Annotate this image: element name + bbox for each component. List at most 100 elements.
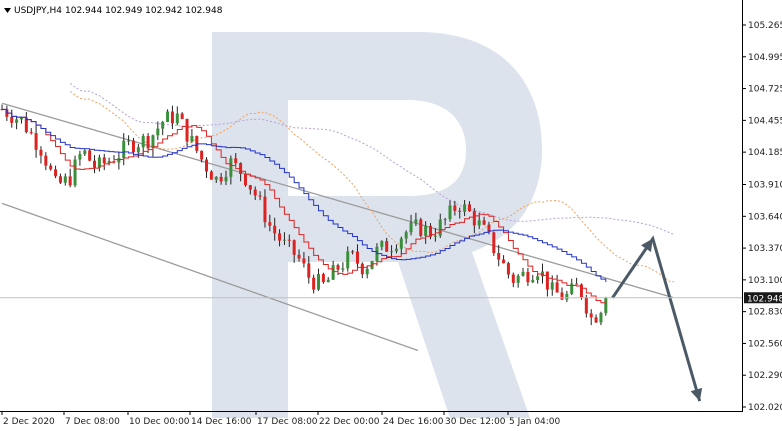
time-tick-label: 7 Dec 08:00	[65, 417, 120, 427]
candle-up	[15, 119, 19, 123]
candle-up	[365, 268, 369, 275]
ohlc-values: 102.944 102.949 102.942 102.948	[65, 6, 223, 16]
time-tick-label: 22 Dec 00:00	[319, 417, 380, 427]
candle-up	[229, 158, 233, 177]
candle-up	[282, 239, 286, 241]
candle-down	[205, 159, 209, 172]
candle-down	[487, 224, 491, 233]
candle-up	[390, 251, 394, 253]
candle-down	[44, 155, 48, 166]
candle-down	[594, 317, 598, 323]
candle-up	[117, 158, 121, 163]
price-tick-label: 102.560	[748, 339, 782, 349]
candle-up	[83, 150, 87, 155]
candle-down	[555, 282, 559, 293]
candle-down	[102, 157, 106, 164]
time-tick-label: 2 Dec 2020	[3, 417, 55, 427]
candle-up	[331, 265, 335, 280]
candle-up	[536, 276, 540, 281]
candle-up	[448, 205, 452, 219]
collapse-triangle-icon[interactable]	[4, 8, 11, 13]
candle-down	[58, 176, 62, 183]
candle-down	[497, 252, 501, 260]
candle-up	[414, 219, 418, 223]
candle-down	[68, 176, 72, 186]
candle-down	[584, 297, 588, 314]
time-axis: 2 Dec 2020 7 Dec 08:00 10 Dec 00:00 14 Dec …	[1, 411, 561, 427]
time-tick-label: 30 Dec 12:00	[445, 417, 506, 427]
r-logo-watermark-icon	[212, 32, 542, 418]
candle-down	[54, 169, 58, 177]
candle-down	[273, 225, 277, 234]
candle-down	[472, 211, 476, 226]
candle-down	[351, 251, 355, 253]
candle-up	[550, 282, 554, 290]
candle-down	[526, 271, 530, 283]
time-tick-label: 14 Dec 16:00	[191, 417, 252, 427]
candle-down	[385, 241, 389, 252]
candle-down	[209, 171, 213, 180]
time-tick-label: 17 Dec 08:00	[257, 417, 318, 427]
price-tick-label: 103.910	[748, 181, 782, 191]
price-tick-label: 104.455	[748, 116, 782, 126]
forecast-arrow	[611, 235, 703, 402]
symbol-label: USDJPY,H4	[14, 6, 62, 16]
candle-up	[521, 271, 525, 276]
candle-down	[355, 251, 359, 264]
candle-up	[463, 204, 467, 212]
candle-up	[190, 135, 194, 142]
candle-up	[175, 113, 179, 124]
candle-down	[253, 189, 257, 196]
candle-up	[477, 220, 481, 226]
time-tick-label: 5 Jan 04:00	[509, 417, 561, 427]
candle-up	[317, 274, 321, 290]
candle-down	[219, 176, 223, 182]
price-tick-label: 104.725	[748, 85, 782, 95]
candle-up	[73, 159, 77, 186]
candle-down	[429, 226, 433, 237]
last-price-value: 102.948	[747, 294, 782, 304]
candle-up	[224, 176, 228, 182]
candle-down	[419, 219, 423, 236]
candle-up	[97, 157, 101, 168]
descending-channel	[1, 102, 674, 352]
candle-up	[63, 176, 67, 183]
candle-down	[545, 271, 549, 290]
candle-up	[394, 248, 398, 252]
last-price-tag: 102.948	[0, 292, 782, 304]
candle-up	[565, 293, 569, 300]
candle-down	[292, 240, 296, 255]
price-tick-label: 104.995	[748, 53, 782, 63]
candle-up	[433, 235, 437, 237]
indicator-lines	[2, 108, 607, 304]
candle-down	[589, 313, 593, 318]
candle-down	[39, 149, 43, 156]
candle-up	[122, 140, 126, 159]
candle-down	[258, 195, 262, 197]
candle-up	[78, 154, 82, 160]
candle-up	[151, 135, 155, 149]
candle-down	[575, 283, 579, 285]
candle-up	[127, 140, 131, 142]
candle-up	[599, 312, 603, 323]
candle-down	[502, 259, 506, 264]
candle-up	[404, 232, 408, 239]
candle-down	[297, 254, 301, 259]
candle-down	[579, 284, 583, 298]
time-tick-label: 24 Dec 16:00	[383, 417, 444, 427]
candle-down	[200, 150, 204, 160]
candle-down	[29, 132, 33, 134]
candle-up	[346, 251, 350, 269]
candle-down	[458, 210, 462, 212]
candle-up	[326, 279, 330, 283]
candle-up	[438, 219, 442, 236]
candle-down	[170, 111, 174, 124]
candle-down	[321, 274, 325, 283]
candle-up	[214, 176, 218, 180]
candle-down	[49, 165, 53, 170]
candle-up	[141, 136, 145, 148]
candle-up	[531, 280, 535, 283]
candle-down	[307, 263, 311, 278]
arrowhead-up-icon	[641, 238, 653, 252]
